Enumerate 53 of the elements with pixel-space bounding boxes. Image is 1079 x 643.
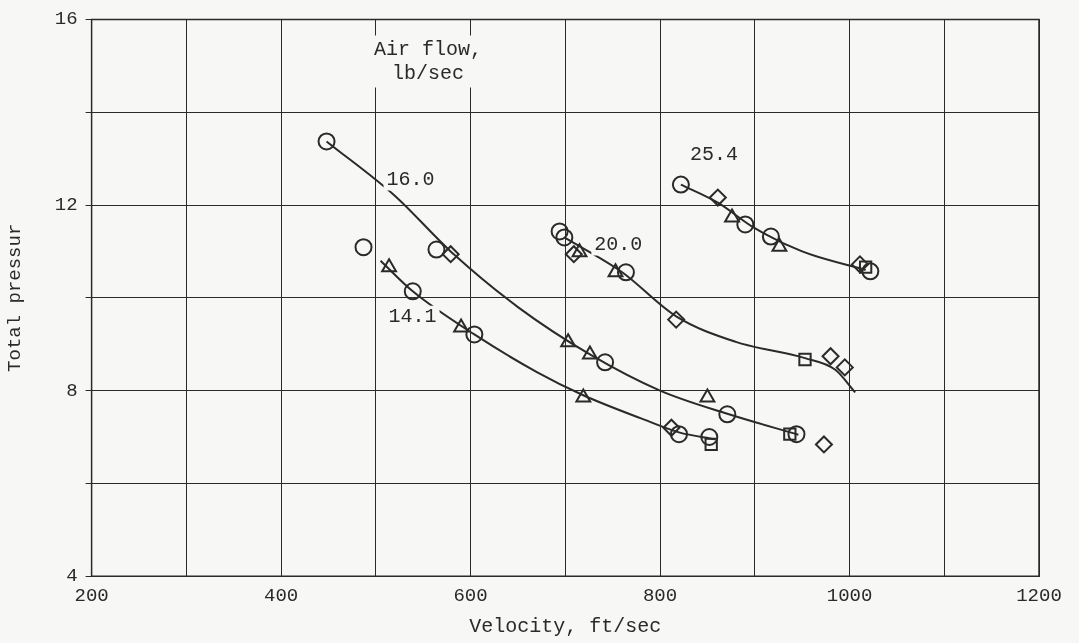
point bbox=[453, 318, 470, 333]
annotation: Air flow, lb/sec bbox=[373, 37, 482, 85]
point bbox=[555, 228, 574, 247]
point bbox=[427, 240, 446, 259]
point bbox=[596, 353, 615, 372]
point bbox=[616, 263, 635, 282]
point bbox=[607, 263, 624, 278]
point bbox=[560, 333, 577, 348]
point bbox=[317, 132, 336, 151]
point bbox=[704, 437, 718, 452]
annotation: 16.0 bbox=[386, 167, 435, 191]
point bbox=[582, 345, 598, 360]
point bbox=[571, 243, 588, 258]
point bbox=[736, 215, 755, 234]
point bbox=[667, 310, 686, 329]
x-tick-label: 800 bbox=[642, 584, 678, 607]
point bbox=[662, 418, 681, 437]
x-tick-label: 400 bbox=[263, 584, 299, 607]
point bbox=[564, 245, 583, 264]
point bbox=[465, 325, 484, 344]
y-tick-label: 8 bbox=[66, 379, 78, 402]
point bbox=[381, 258, 398, 273]
x-tick-label: 600 bbox=[453, 584, 488, 607]
point bbox=[861, 262, 880, 281]
point bbox=[821, 347, 840, 366]
point bbox=[850, 255, 869, 274]
point bbox=[700, 428, 719, 446]
annotation: 25.4 bbox=[689, 142, 738, 166]
point bbox=[671, 175, 690, 194]
point bbox=[798, 352, 812, 367]
point bbox=[354, 238, 373, 257]
point bbox=[761, 227, 780, 246]
point bbox=[718, 405, 737, 424]
point bbox=[835, 358, 854, 377]
point bbox=[708, 188, 727, 207]
y-tick-label: 16 bbox=[54, 8, 78, 31]
point bbox=[699, 388, 716, 403]
point bbox=[787, 425, 806, 444]
point bbox=[441, 245, 460, 264]
x-axis-title: Velocity, ft/sec bbox=[469, 615, 662, 639]
annotation: 14.1 bbox=[388, 304, 437, 328]
point bbox=[403, 282, 422, 301]
point bbox=[669, 425, 688, 444]
x-tick-label: 1200 bbox=[1016, 584, 1062, 607]
point bbox=[724, 208, 740, 223]
point bbox=[550, 222, 569, 241]
point bbox=[575, 388, 592, 403]
y-tick-label: 12 bbox=[54, 194, 78, 217]
x-tick-label: 1000 bbox=[826, 584, 873, 607]
point bbox=[814, 435, 833, 454]
y-axis-title: Total pressur bbox=[4, 223, 27, 372]
annotation: 20.0 bbox=[594, 232, 643, 256]
point bbox=[771, 237, 788, 252]
